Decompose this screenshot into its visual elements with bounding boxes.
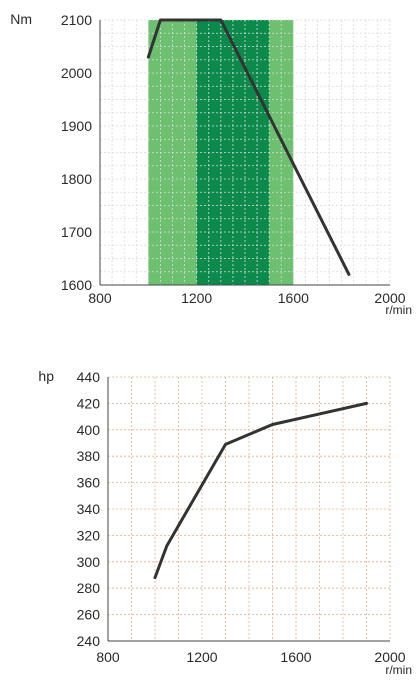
y-tick-label: 340 [77, 501, 101, 517]
y-tick-label: 400 [77, 422, 101, 438]
y-tick-label: 300 [77, 554, 101, 570]
x-tick-label: 1200 [181, 290, 212, 306]
y-axis-label: Nm [10, 11, 32, 27]
y-tick-label: 240 [77, 633, 101, 649]
y-tick-label: 380 [77, 448, 101, 464]
x-tick-label: 1600 [278, 290, 309, 306]
x-tick-label: 1200 [186, 649, 217, 665]
y-tick-label: 260 [77, 607, 101, 623]
x-tick-label: 2000 [374, 290, 405, 306]
y-tick-label: 320 [77, 527, 101, 543]
y-tick-label: 1900 [61, 118, 92, 134]
torque-chart: 1600 1700 1800 1900 2000 2100 Nm 800 1200 1600 200… [10, 11, 412, 317]
x-tick-label: 1600 [280, 649, 311, 665]
y-tick-label: 420 [77, 395, 101, 411]
x-tick-label: 2000 [374, 649, 405, 665]
y-tick-label: 360 [77, 475, 101, 491]
y-tick-label: 2000 [61, 65, 92, 81]
y-tick-label: 2100 [61, 12, 92, 28]
series-line [146, 18, 351, 276]
x-axis-label: r/min [385, 663, 412, 677]
x-axis-label: r/min [385, 303, 412, 317]
power-chart: 240 260 280 300 320 340 360 380 400 420 440 hp 800 12… [38, 368, 412, 677]
y-tick-label: 1700 [61, 224, 92, 240]
y-tick-label: 1800 [61, 171, 92, 187]
y-tick-label: 440 [77, 369, 101, 385]
y-tick-label: 280 [77, 580, 101, 596]
x-tick-label: 800 [88, 290, 112, 306]
y-tick-label: 1600 [61, 277, 92, 293]
x-tick-label: 800 [96, 649, 120, 665]
series-line [153, 401, 368, 580]
y-axis-label: hp [38, 368, 54, 384]
